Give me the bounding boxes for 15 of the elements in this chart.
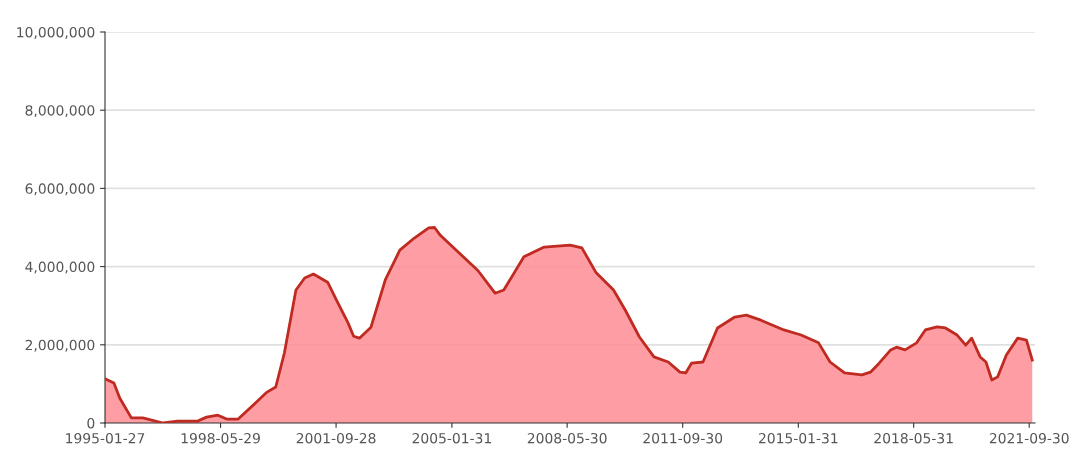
x-tick-label: 1995-01-27 — [66, 432, 145, 444]
x-tick-label: 2018-05-31 — [874, 432, 953, 444]
y-tick-label: 4,000,000 — [25, 261, 95, 274]
x-tick-label: 1998-05-29 — [181, 432, 260, 444]
x-tick-label: 2008-05-30 — [527, 432, 607, 444]
y-tick-label: 0 — [87, 417, 95, 429]
x-tick-label: 2005-01-31 — [412, 432, 491, 444]
y-tick-label: 2,000,000 — [25, 339, 95, 352]
x-tick-label: 2021-09-30 — [989, 432, 1069, 444]
x-tick-label: 2015-01-31 — [758, 432, 838, 444]
y-tick-label: 10,000,000 — [17, 26, 95, 39]
y-tick-label: 8,000,000 — [25, 105, 95, 118]
x-tick-label: 2011-09-30 — [643, 432, 723, 444]
y-tick-label: 6,000,000 — [25, 183, 95, 196]
x-tick-label: 2001-09-28 — [296, 432, 376, 444]
